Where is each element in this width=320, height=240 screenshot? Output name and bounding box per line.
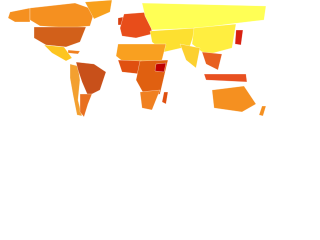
- caribbean: [67, 49, 81, 55]
- australia: [211, 85, 257, 113]
- page: (() => { const data = JSON.parse(documen…: [0, 0, 272, 121]
- indonesia: [203, 73, 248, 83]
- new-zealand: [258, 105, 267, 117]
- alaska: [7, 7, 31, 23]
- madagascar: [161, 91, 169, 105]
- world-map: [0, 0, 272, 121]
- japan: [234, 29, 244, 46]
- mexico-central-america: [43, 44, 73, 62]
- southern-africa: [139, 89, 161, 111]
- brazil: [75, 61, 107, 97]
- greenland: [84, 0, 113, 20]
- india: [179, 43, 201, 69]
- china: [191, 23, 237, 56]
- usa: [33, 26, 87, 48]
- argentina: [79, 93, 93, 118]
- southeast-asia: [201, 51, 223, 71]
- ethiopia: [154, 62, 167, 73]
